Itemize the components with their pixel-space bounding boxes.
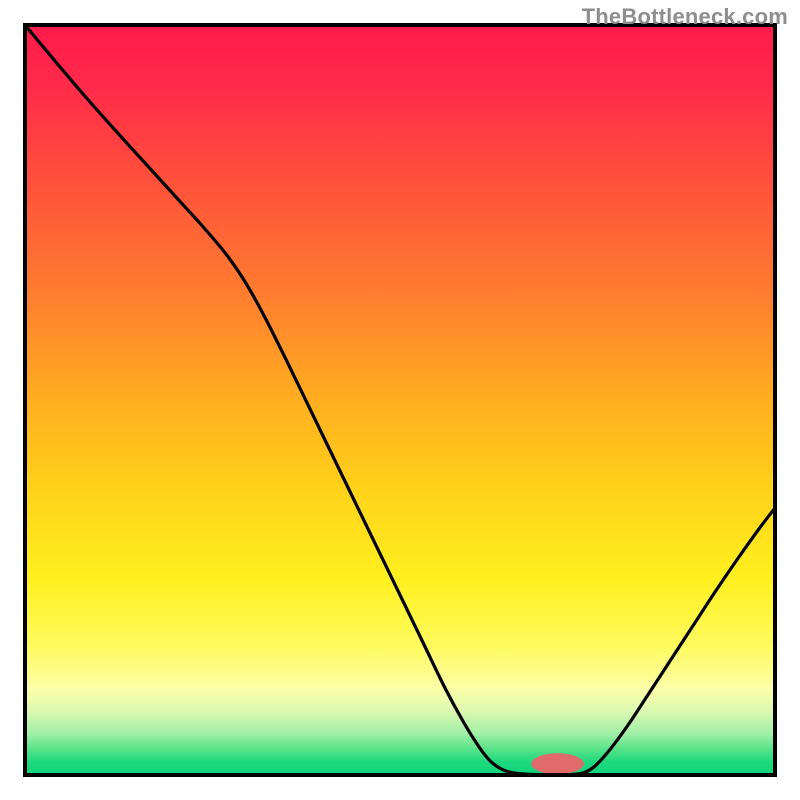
watermark-text: TheBottleneck.com xyxy=(582,4,788,30)
sweet-spot-marker xyxy=(531,753,584,774)
bottleneck-chart xyxy=(0,0,800,800)
gradient-background xyxy=(25,25,775,775)
